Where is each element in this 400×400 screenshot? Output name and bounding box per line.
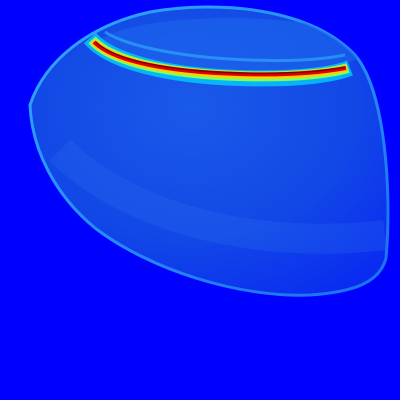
- band-inner: [104, 30, 346, 63]
- shade: [49, 139, 387, 254]
- surface-bands: [49, 18, 387, 254]
- band-red: [92, 40, 347, 77]
- band-dark: [95, 41, 346, 75]
